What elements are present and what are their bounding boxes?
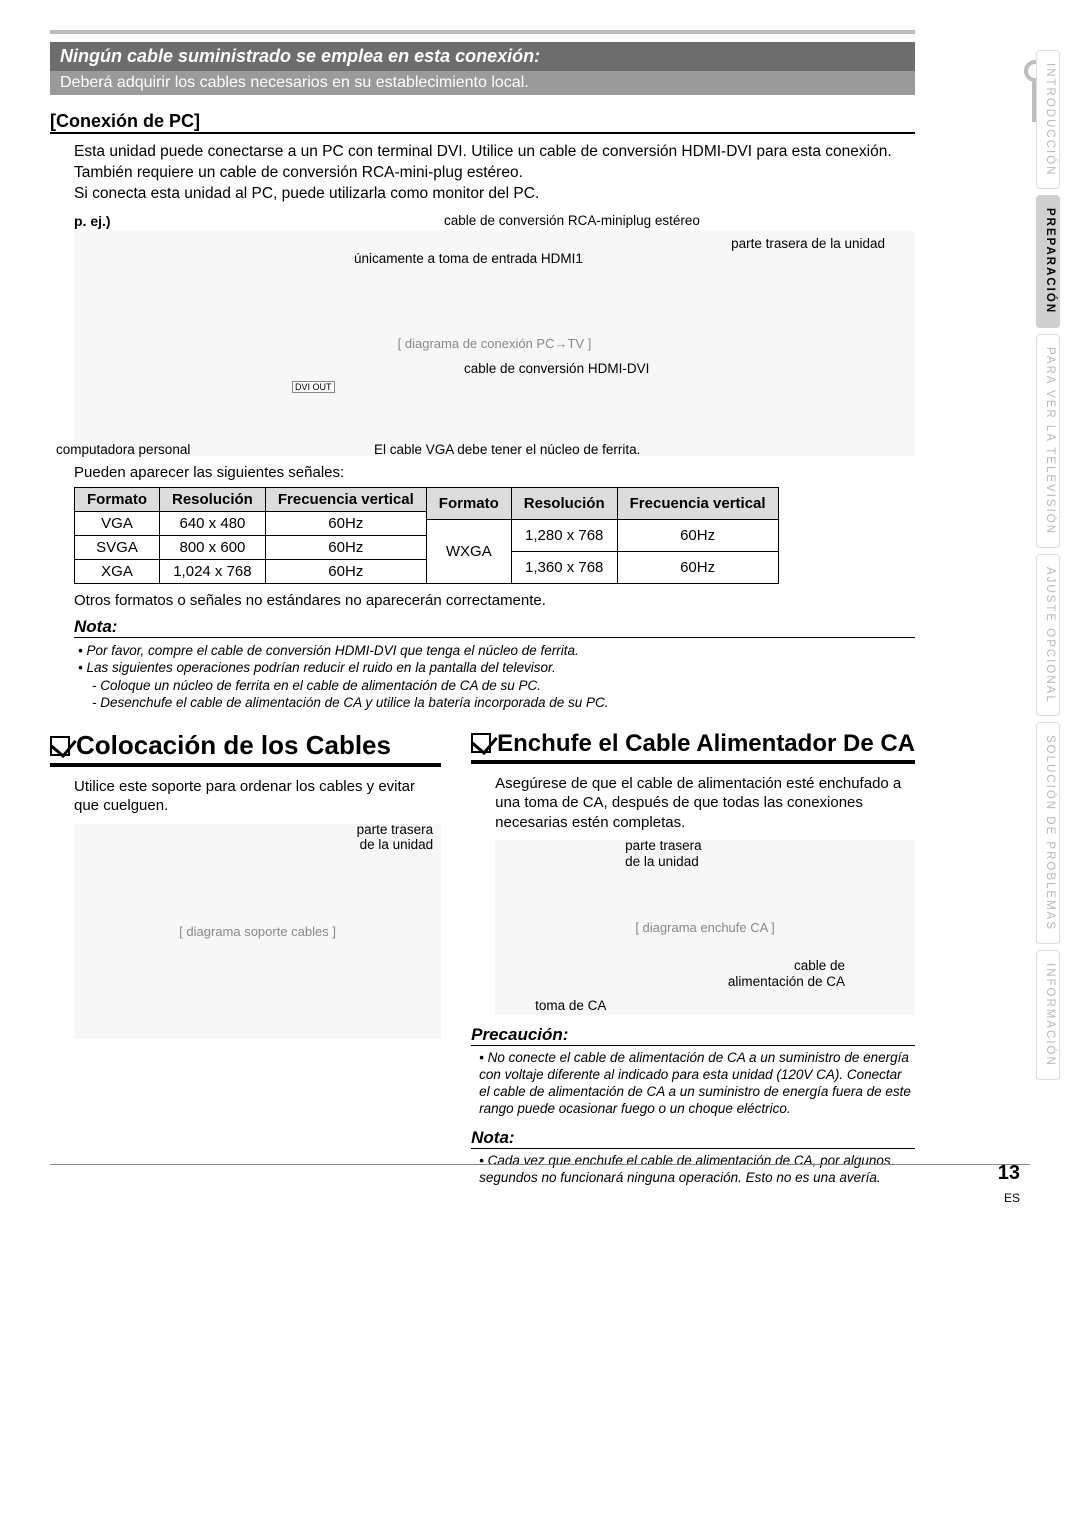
tab-solucion[interactable]: SOLUCIÓN DE PROBLEMAS xyxy=(1036,722,1060,944)
diagram-label-pc: computadora personal xyxy=(56,442,190,458)
diag-label-accable: cable de alimentación de CA xyxy=(728,958,845,989)
cable-routing-diagram: [ diagrama soporte cables ] parte traser… xyxy=(74,824,441,1039)
connection-diagram: [ diagrama de conexión PC→TV ] cable de … xyxy=(74,231,915,456)
signal-table-2: Formato Resolución Frecuencia vertical W… xyxy=(426,487,779,584)
diagram-label-hdmi1: únicamente a toma de entrada HDMI1 xyxy=(354,251,583,267)
th-resolucion: Resolución xyxy=(160,487,266,511)
tab-introduccion[interactable]: INTRODUCCIÓN xyxy=(1036,50,1060,189)
right-body: Asegúrese de que el cable de alimentació… xyxy=(495,774,915,833)
precaution-heading: Precaución: xyxy=(471,1025,915,1046)
tab-preparacion[interactable]: PREPARACIÓN xyxy=(1036,195,1060,327)
list-item: Cada vez que enchufe el cable de aliment… xyxy=(479,1153,915,1187)
diagram-label-dviout: DVI OUT xyxy=(292,381,335,393)
table-row: SVGA800 x 60060Hz xyxy=(75,535,427,559)
power-diagram: [ diagrama enchufe CA ] parte trasera de… xyxy=(495,840,915,1015)
th-resolucion: Resolución xyxy=(511,487,617,519)
nota-heading: Nota: xyxy=(74,617,915,638)
section-header-pc: [Conexión de PC] xyxy=(50,111,915,134)
tab-informacion[interactable]: INFORMACIÓN xyxy=(1036,950,1060,1080)
diag-label-rear2: parte trasera de la unidad xyxy=(625,838,702,869)
check-icon xyxy=(50,736,70,756)
table-row: WXGA 1,280 x 768 60Hz xyxy=(426,519,778,551)
signals-caption: Pueden aparecer las siguientes señales: xyxy=(74,464,915,481)
tab-ajuste[interactable]: AJUSTE OPCIONAL xyxy=(1036,554,1060,717)
signal-table-1: Formato Resolución Frecuencia vertical V… xyxy=(74,487,427,584)
pc-body-text: Esta unidad puede conectarse a un PC con… xyxy=(74,142,915,205)
other-formats-note: Otros formatos o señales no estándares n… xyxy=(74,592,915,609)
table-row: XGA1,024 x 76860Hz xyxy=(75,559,427,583)
check-icon xyxy=(471,733,491,753)
heading-colocacion: Colocación de los Cables xyxy=(50,730,441,767)
language-label: ES xyxy=(1004,1191,1020,1205)
signal-tables: Formato Resolución Frecuencia vertical V… xyxy=(74,487,915,584)
left-body: Utilice este soporte para ordenar los ca… xyxy=(74,777,441,816)
list-item: Las siguientes operaciones podrían reduc… xyxy=(78,659,915,677)
nota2-heading: Nota: xyxy=(471,1128,915,1149)
tab-television[interactable]: PARA VER LA TELEVISIÓN xyxy=(1036,334,1060,548)
diagram-label-vganote: El cable VGA debe tener el núcleo de fer… xyxy=(374,442,640,458)
diagram-label-topcable: cable de conversión RCA-miniplug estéreo xyxy=(444,213,700,229)
list-item: Por favor, compre el cable de conversión… xyxy=(78,642,915,660)
list-item: No conecte el cable de alimentación de C… xyxy=(479,1050,915,1118)
th-formato: Formato xyxy=(426,487,511,519)
nota-list: Por favor, compre el cable de conversión… xyxy=(78,642,915,712)
banner-primary: Ningún cable suministrado se emplea en e… xyxy=(50,42,915,71)
precaution-list: No conecte el cable de alimentación de C… xyxy=(479,1050,915,1118)
footer-rule xyxy=(50,1164,1030,1165)
nota2-list: Cada vez que enchufe el cable de aliment… xyxy=(479,1153,915,1187)
diag-label-outlet: toma de CA xyxy=(535,998,606,1014)
list-item: Coloque un núcleo de ferrita en el cable… xyxy=(92,677,915,695)
list-item: Desenchufe el cable de alimentación de C… xyxy=(92,694,915,712)
banner-secondary: Deberá adquirir los cables necesarios en… xyxy=(50,71,915,95)
th-formato: Formato xyxy=(75,487,160,511)
section-tabs: INTRODUCCIÓN PREPARACIÓN PARA VER LA TEL… xyxy=(1036,50,1060,1080)
th-freq: Frecuencia vertical xyxy=(265,487,426,511)
diag-label-rear: parte trasera de la unidad xyxy=(357,822,434,853)
top-rule xyxy=(50,30,915,34)
left-column: Colocación de los Cables Utilice este so… xyxy=(50,730,441,1191)
right-column: Enchufe el Cable Alimentador De CA Asegú… xyxy=(471,730,915,1191)
page-number: 13 xyxy=(998,1162,1020,1185)
diagram-label-rear: parte trasera de la unidad xyxy=(731,236,885,252)
heading-enchufe: Enchufe el Cable Alimentador De CA xyxy=(471,730,915,764)
table-row: VGA640 x 48060Hz xyxy=(75,511,427,535)
th-freq: Frecuencia vertical xyxy=(617,487,778,519)
diagram-label-hdmidvi: cable de conversión HDMI-DVI xyxy=(464,361,649,377)
